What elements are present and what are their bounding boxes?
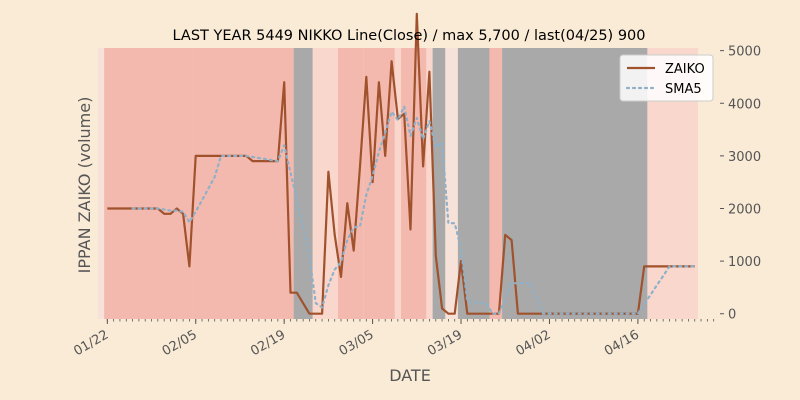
band-light (426, 48, 433, 319)
legend: ZAIKO SMA5 (619, 54, 714, 102)
legend-label-zaiko: ZAIKO (665, 62, 705, 77)
x-axis-label: DATE (389, 366, 431, 385)
band-light (312, 48, 338, 319)
band-light (394, 48, 402, 319)
x-tick-label: 04/16 (602, 327, 642, 359)
y-tick-label: 2000 (728, 202, 761, 217)
band-red (489, 48, 503, 319)
band-red (104, 48, 193, 319)
y-tick-label: 4000 (728, 97, 761, 112)
background-bands (97, 48, 698, 319)
x-tick-label: 01/22 (71, 327, 111, 359)
y-axis-label: IPPAN ZAIKO (volume) (75, 97, 94, 274)
legend-box (619, 54, 714, 102)
x-tick-label: 02/19 (248, 327, 288, 359)
y-tick-label: 5000 (728, 45, 761, 60)
band-pale (445, 48, 458, 319)
series-layer (107, 12, 696, 315)
band-dark (293, 48, 313, 319)
y-tick-label: 0 (728, 308, 736, 323)
legend-label-sma5: SMA5 (665, 82, 702, 97)
x-tick-label: 03/19 (425, 327, 465, 359)
band-red (192, 48, 282, 319)
band-pale (97, 48, 105, 319)
chart-title: LAST YEAR 5449 NIKKO Line(Close) / max 5… (173, 28, 646, 44)
y-tick-label: 1000 (728, 255, 761, 270)
x-tick-label: 02/05 (160, 327, 200, 359)
y-tick-label: 3000 (728, 150, 761, 165)
x-tick-label: 03/05 (337, 327, 377, 359)
x-tick-label: 04/02 (514, 327, 554, 359)
